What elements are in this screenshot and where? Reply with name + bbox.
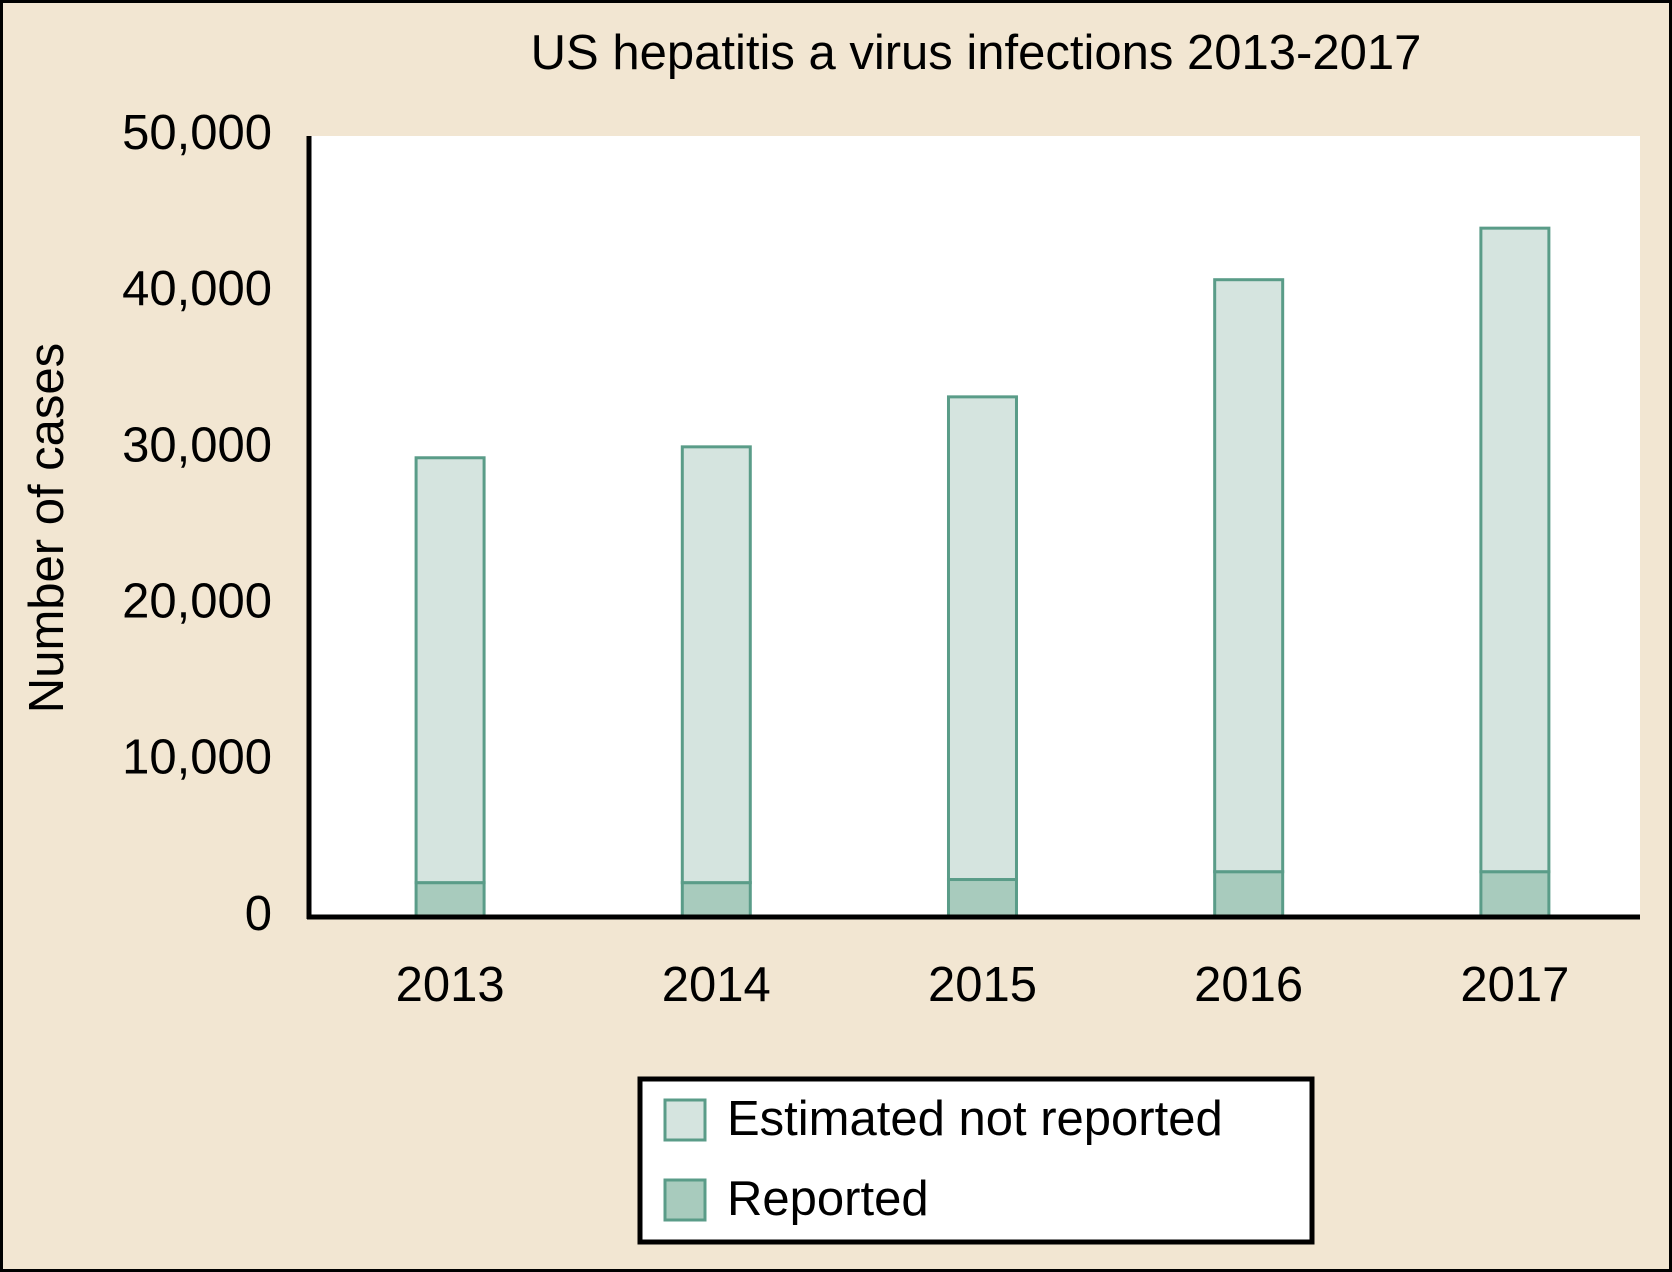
y-tick-label: 40,000 (122, 262, 272, 316)
bar-segment (1479, 870, 1551, 919)
bar-segment (946, 878, 1018, 919)
legend-label: Reported (727, 1172, 929, 1226)
y-tick-label: 30,000 (122, 418, 272, 472)
bar-segment (414, 881, 486, 919)
y-tick-label: 50,000 (122, 106, 272, 160)
bar-segment (414, 456, 486, 885)
x-tick-label: 2013 (396, 958, 505, 1012)
bar-segment (946, 395, 1018, 882)
chart-title: US hepatitis a virus infections 2013-201… (531, 26, 1422, 80)
y-axis-label: Number of cases (20, 343, 74, 713)
legend-label: Estimated not reported (727, 1092, 1223, 1146)
x-tick-label: 2016 (1194, 958, 1303, 1012)
y-tick-label: 0 (245, 887, 272, 941)
y-tick-label: 10,000 (122, 731, 272, 785)
bar-segment (680, 881, 752, 919)
bar-segment (680, 445, 752, 885)
legend-swatch (663, 1178, 707, 1222)
bar-segment (1479, 226, 1551, 874)
x-tick-label: 2015 (928, 958, 1037, 1012)
bar-segment (1213, 870, 1285, 919)
x-tick-label: 2017 (1460, 958, 1569, 1012)
y-tick-label: 20,000 (122, 575, 272, 629)
x-tick-label: 2014 (662, 958, 771, 1012)
bar-segment (1213, 278, 1285, 874)
legend-swatch (663, 1098, 707, 1142)
legend (637, 1076, 1315, 1245)
